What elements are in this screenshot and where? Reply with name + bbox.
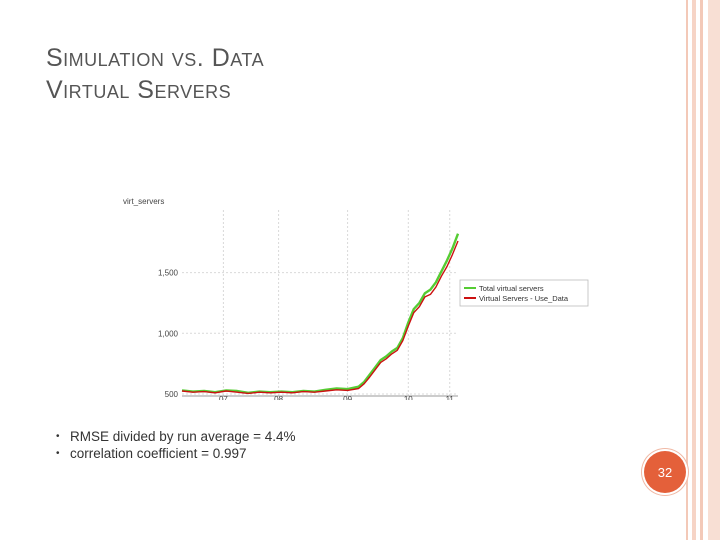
y-tick-label: 1,000 <box>158 329 179 338</box>
slide-title: Simulation vs. Data Virtual Servers <box>46 42 264 106</box>
y-tick-label: 1,500 <box>158 269 179 278</box>
y-tick-label: 500 <box>165 390 179 399</box>
legend-box <box>459 279 589 307</box>
chart-svg: virt_servers 500 1,000 1,500 07 08 09 10 11 Tot… <box>123 197 589 400</box>
decor-stripe <box>692 0 696 540</box>
series-line <box>181 233 460 395</box>
series-line <box>181 240 459 395</box>
title-line-1: Simulation vs. Data <box>46 44 265 72</box>
x-tick-label: 11 <box>446 395 455 400</box>
page-number-badge: 32 <box>644 451 686 493</box>
bullet-dot-icon: • <box>56 448 60 459</box>
decor-stripe <box>686 0 688 540</box>
title-line-2: Virtual Servers <box>46 76 232 104</box>
chart: virt_servers 500 1,000 1,500 07 08 09 10 11 Tot… <box>120 195 595 400</box>
bullet-list: • RMSE divided by run average = 4.4% • c… <box>56 428 296 462</box>
bullet-item: • RMSE divided by run average = 4.4% <box>56 428 296 445</box>
bullet-text: correlation coefficient = 0.997 <box>70 446 247 461</box>
x-tick-label: 07 <box>219 395 228 400</box>
decor-stripe <box>708 0 720 540</box>
bullet-dot-icon: • <box>56 431 60 442</box>
legend-label: Total virtual servers <box>479 284 544 293</box>
bullet-text: RMSE divided by run average = 4.4% <box>70 429 296 444</box>
bullet-item: • correlation coefficient = 0.997 <box>56 445 296 462</box>
x-tick-label: 10 <box>404 395 413 400</box>
legend-label: Virtual Servers - Use_Data <box>479 294 569 303</box>
x-tick-label: 09 <box>343 395 352 400</box>
y-axis-label: virt_servers <box>123 197 164 206</box>
decor-stripe <box>700 0 703 540</box>
x-tick-label: 08 <box>274 395 283 400</box>
